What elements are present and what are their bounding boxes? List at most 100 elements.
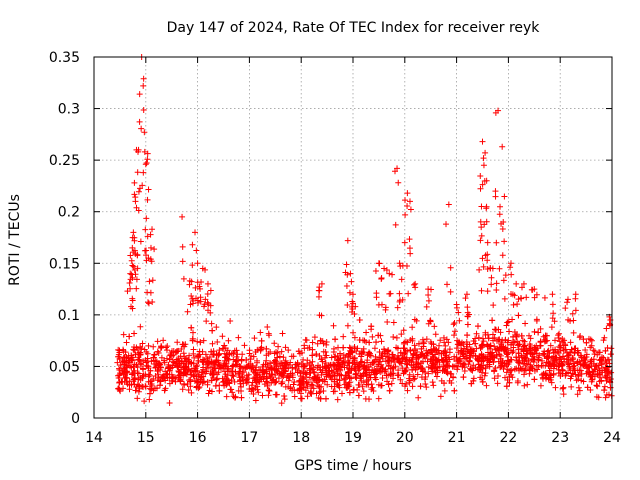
data-point: [285, 383, 292, 390]
data-point: [358, 353, 365, 360]
data-point: [402, 356, 409, 363]
data-point: [191, 377, 198, 384]
data-point: [152, 372, 159, 379]
data-point: [385, 381, 392, 388]
data-point: [598, 378, 605, 385]
data-point: [273, 391, 280, 398]
data-point: [540, 350, 547, 357]
data-point: [289, 387, 296, 394]
data-point: [190, 360, 197, 367]
data-point: [346, 374, 353, 381]
data-point: [562, 305, 569, 312]
data-point: [129, 370, 136, 377]
data-point: [536, 352, 543, 359]
data-point: [562, 341, 569, 348]
data-point: [603, 325, 610, 332]
data-point: [464, 321, 471, 328]
data-point: [548, 371, 555, 378]
data-point: [418, 374, 425, 381]
data-point: [237, 378, 244, 385]
data-point: [139, 365, 146, 372]
data-point: [188, 293, 195, 300]
data-point: [189, 337, 196, 344]
data-point: [466, 352, 473, 359]
data-point: [453, 304, 460, 311]
data-point: [537, 382, 544, 389]
data-point: [213, 376, 220, 383]
data-point: [493, 239, 500, 246]
data-point: [264, 361, 271, 368]
data-point: [187, 368, 194, 375]
outlier-point: [140, 82, 147, 89]
data-point: [368, 323, 375, 330]
data-point: [309, 358, 316, 365]
data-point: [401, 383, 408, 390]
data-point: [138, 125, 145, 132]
data-point: [157, 364, 164, 371]
data-point: [124, 288, 131, 295]
data-point: [601, 387, 608, 394]
data-point: [335, 359, 342, 366]
data-point: [137, 323, 144, 330]
data-point: [336, 363, 343, 370]
data-point: [419, 367, 426, 374]
data-point: [221, 382, 228, 389]
data-point: [480, 263, 487, 270]
data-point: [127, 276, 134, 283]
data-point: [596, 349, 603, 356]
data-point: [475, 334, 482, 341]
data-point: [115, 346, 122, 353]
data-point: [514, 331, 521, 338]
data-point: [535, 329, 542, 336]
data-point: [454, 341, 461, 348]
chart-title: Day 147 of 2024, Rate Of TEC Index for r…: [167, 20, 541, 36]
data-point: [350, 386, 357, 393]
data-point: [420, 352, 427, 359]
data-point: [323, 371, 330, 378]
data-point: [145, 300, 152, 307]
data-point: [466, 311, 473, 318]
data-point: [386, 387, 393, 394]
data-point: [352, 371, 359, 378]
data-point: [360, 349, 367, 356]
data-point: [179, 386, 186, 393]
data-point: [151, 246, 158, 253]
data-point: [147, 378, 154, 385]
data-point: [389, 271, 396, 278]
data-point: [486, 343, 493, 350]
data-point: [340, 358, 347, 365]
data-point: [287, 370, 294, 377]
data-point: [596, 357, 603, 364]
data-point: [515, 341, 522, 348]
data-point: [177, 378, 184, 385]
data-point: [251, 335, 258, 342]
data-point: [482, 365, 489, 372]
data-point: [131, 237, 138, 244]
data-point: [200, 358, 206, 365]
data-point: [192, 284, 199, 291]
data-point: [507, 341, 514, 348]
outlier-point: [192, 229, 199, 236]
data-point: [470, 377, 477, 384]
x-tick-label: 22: [499, 430, 517, 446]
data-point: [230, 350, 237, 357]
data-point: [139, 340, 146, 347]
data-point: [128, 303, 135, 310]
data-point: [477, 374, 484, 381]
data-point: [411, 316, 418, 323]
data-point: [184, 308, 191, 315]
data-point: [578, 370, 585, 377]
data-point: [143, 348, 150, 355]
data-point: [559, 385, 566, 392]
data-point: [123, 339, 130, 346]
data-point: [203, 318, 210, 325]
data-point: [406, 236, 413, 243]
data-point: [505, 318, 512, 325]
data-point: [547, 372, 554, 379]
data-point: [477, 237, 484, 244]
data-point: [115, 353, 122, 360]
data-point: [448, 370, 455, 377]
data-point: [546, 367, 553, 374]
data-point: [388, 358, 395, 365]
